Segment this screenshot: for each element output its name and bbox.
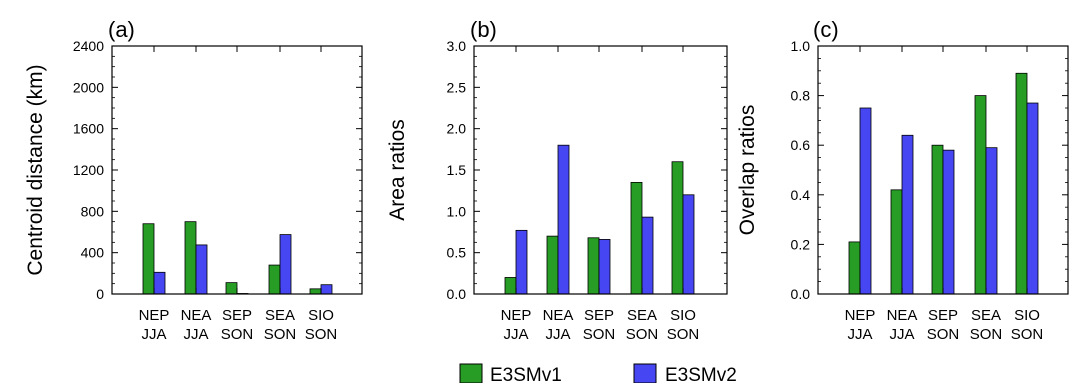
x-tick-label-line1: SEA bbox=[627, 307, 657, 324]
y-tick-label: 2.0 bbox=[447, 121, 467, 137]
x-tick-label-line1: SEP bbox=[928, 307, 958, 324]
x-tick-label-line2: SON bbox=[305, 326, 338, 343]
y-tick-label: 0.0 bbox=[447, 286, 467, 302]
y-tick-label: 0.6 bbox=[791, 137, 811, 153]
bar-e3smv1-5 bbox=[671, 161, 684, 295]
x-tick-label-line2: JJA bbox=[545, 326, 570, 343]
bar-e3smv1-5 bbox=[309, 288, 322, 295]
x-tick-label-line1: SIO bbox=[670, 307, 696, 324]
y-tick-label: 1.5 bbox=[447, 162, 467, 178]
y-axis-label: Area ratios bbox=[386, 119, 409, 221]
bar-e3smv2-5 bbox=[1026, 102, 1039, 295]
bar-e3smv2-5 bbox=[682, 194, 695, 295]
bar-e3smv2-2 bbox=[557, 144, 570, 295]
bar-e3smv2-1 bbox=[859, 107, 872, 295]
x-tick-label-line1: NEP bbox=[139, 307, 170, 324]
x-tick-label-line1: NEP bbox=[501, 307, 532, 324]
y-tick-label: 0 bbox=[96, 286, 104, 302]
panel-title: (a) bbox=[108, 17, 135, 42]
bar-e3smv2-4 bbox=[279, 234, 292, 295]
x-tick-label-line2: JJA bbox=[847, 326, 872, 343]
bar-e3smv1-2 bbox=[890, 189, 903, 295]
x-tick-label-line1: NEP bbox=[845, 307, 876, 324]
x-tick-label-line2: SON bbox=[221, 326, 254, 343]
bar-e3smv1-3 bbox=[931, 144, 944, 295]
bar-e3smv1-1 bbox=[142, 223, 155, 295]
x-tick-label-line1: SEP bbox=[222, 307, 252, 324]
y-tick-label: 0.0 bbox=[791, 286, 811, 302]
bar-e3smv1-1 bbox=[504, 277, 517, 295]
bar-e3smv2-4 bbox=[641, 216, 654, 295]
legend-swatch-e3smv1 bbox=[459, 363, 483, 383]
y-axis-label: Overlap ratios bbox=[736, 105, 759, 236]
bar-e3smv1-4 bbox=[974, 95, 987, 295]
panel-c: 0.0 0.2 0.4 0.6 0.8 1.0 NEP JJA NEA JJA SEP SON SEA S… bbox=[736, 17, 1069, 343]
y-axis-label: Centroid distance (km) bbox=[24, 64, 47, 275]
legend: E3SMv1 E3SMv2 bbox=[459, 363, 737, 383]
bar-e3smv1-2 bbox=[184, 221, 197, 295]
bar-e3smv1-5 bbox=[1015, 72, 1028, 295]
x-tick-label-line2: JJA bbox=[503, 326, 528, 343]
bar-e3smv1-3 bbox=[587, 237, 600, 295]
y-tick-label: 0.2 bbox=[791, 236, 811, 252]
panel-title: (b) bbox=[470, 17, 497, 42]
x-tick-label-line2: JJA bbox=[889, 326, 914, 343]
y-tick-label: 2400 bbox=[73, 38, 104, 54]
bar-e3smv2-3 bbox=[598, 239, 611, 295]
x-tick-label-line2: SON bbox=[626, 326, 659, 343]
x-tick-label-line1: SEP bbox=[584, 307, 614, 324]
x-tick-label-line1: SIO bbox=[308, 307, 334, 324]
y-tick-label: 400 bbox=[81, 245, 105, 261]
bar-e3smv1-4 bbox=[268, 264, 281, 295]
bar-e3smv1-3 bbox=[225, 282, 238, 295]
y-tick-label: 0.5 bbox=[447, 245, 467, 261]
y-tick-label: 1200 bbox=[73, 162, 104, 178]
legend-swatch-e3smv2 bbox=[633, 363, 657, 383]
x-tick-label-line2: SON bbox=[667, 326, 700, 343]
x-tick-label-line1: NEA bbox=[887, 307, 918, 324]
bar-e3smv2-3 bbox=[942, 149, 955, 295]
panel-title: (c) bbox=[813, 17, 839, 42]
bar-e3smv1-4 bbox=[630, 181, 643, 295]
x-tick-label-line2: SON bbox=[1011, 326, 1044, 343]
y-tick-label: 0.4 bbox=[791, 187, 811, 203]
x-tick-label-line2: SON bbox=[927, 326, 960, 343]
x-tick-label-line1: NEA bbox=[181, 307, 212, 324]
legend-label-e3smv2: E3SMv2 bbox=[665, 365, 737, 383]
y-tick-label: 1600 bbox=[73, 121, 104, 137]
y-tick-label: 3.0 bbox=[447, 38, 467, 54]
x-tick-label-line1: SEA bbox=[971, 307, 1001, 324]
bar-e3smv1-2 bbox=[546, 235, 559, 295]
bar-e3smv2-5 bbox=[320, 284, 333, 295]
x-tick-label-line2: JJA bbox=[183, 326, 208, 343]
x-tick-label-line2: JJA bbox=[141, 326, 166, 343]
y-tick-label: 800 bbox=[81, 203, 105, 219]
y-tick-label: 1.0 bbox=[447, 203, 467, 219]
bar-e3smv1-1 bbox=[848, 241, 861, 295]
y-tick-label: 1.0 bbox=[791, 38, 811, 54]
x-tick-label-line2: SON bbox=[970, 326, 1003, 343]
panel-a: 0 400 800 1200 1600 2000 2400 NEP JJA NEA JJA SEP SO… bbox=[24, 17, 363, 343]
x-tick-label-line1: SEA bbox=[265, 307, 295, 324]
y-tick-label: 2.5 bbox=[447, 79, 467, 95]
x-tick-label-line1: NEA bbox=[543, 307, 574, 324]
legend-label-e3smv1: E3SMv1 bbox=[490, 365, 562, 383]
bar-e3smv2-1 bbox=[515, 229, 528, 295]
x-tick-label-line1: SIO bbox=[1014, 307, 1040, 324]
bar-e3smv2-1 bbox=[153, 271, 166, 295]
x-tick-label-line2: SON bbox=[264, 326, 297, 343]
bar-e3smv2-4 bbox=[985, 147, 998, 295]
panel-b: 0.0 0.5 1.0 1.5 2.0 2.5 3.0 NEP JJA NEA JJA SEP SON S… bbox=[386, 17, 728, 343]
y-tick-label: 2000 bbox=[73, 79, 104, 95]
y-tick-label: 0.8 bbox=[791, 88, 811, 104]
x-tick-label-line2: SON bbox=[583, 326, 616, 343]
bar-e3smv2-2 bbox=[195, 244, 208, 295]
bar-e3smv2-2 bbox=[901, 134, 914, 295]
